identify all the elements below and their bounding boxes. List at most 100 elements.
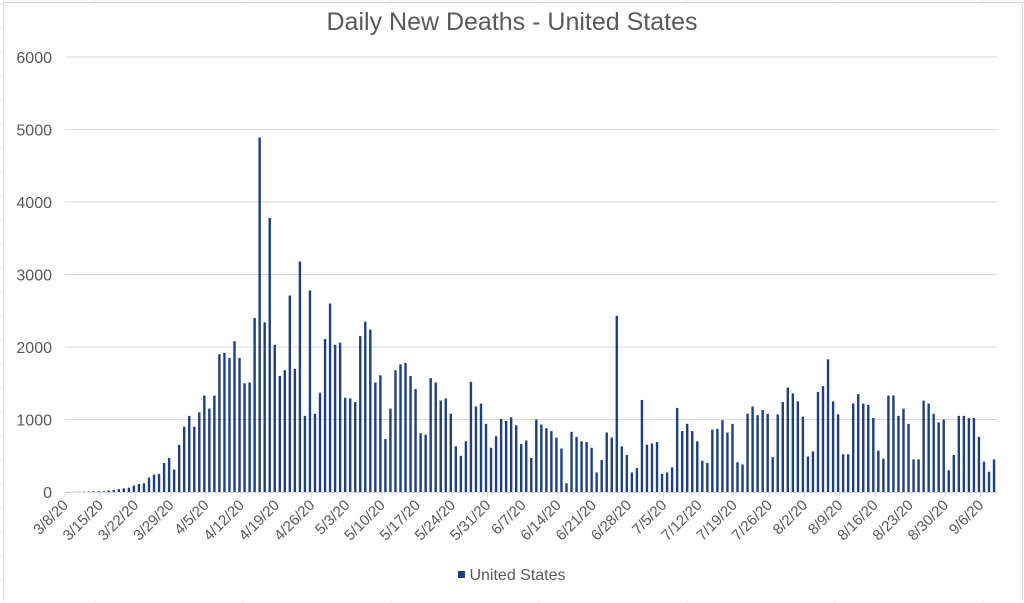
- bar[interactable]: [218, 354, 221, 492]
- bar[interactable]: [836, 414, 840, 492]
- bar[interactable]: [530, 457, 533, 492]
- bar[interactable]: [545, 428, 548, 492]
- bar[interactable]: [343, 397, 347, 492]
- bar[interactable]: [238, 357, 241, 492]
- bar[interactable]: [922, 400, 925, 492]
- bar[interactable]: [384, 439, 387, 492]
- bar[interactable]: [439, 400, 442, 492]
- bar[interactable]: [188, 415, 191, 492]
- bar[interactable]: [786, 387, 790, 492]
- bar[interactable]: [177, 444, 181, 492]
- bar[interactable]: [645, 444, 649, 492]
- bar[interactable]: [323, 339, 327, 492]
- bar[interactable]: [283, 370, 287, 492]
- bar[interactable]: [902, 408, 905, 492]
- bar[interactable]: [872, 418, 875, 492]
- bar[interactable]: [379, 375, 382, 492]
- bar[interactable]: [268, 217, 271, 492]
- bar[interactable]: [751, 406, 754, 492]
- bar[interactable]: [223, 352, 226, 492]
- bar[interactable]: [575, 436, 578, 492]
- bar[interactable]: [736, 462, 739, 492]
- bar[interactable]: [303, 415, 307, 492]
- bar[interactable]: [454, 446, 458, 492]
- bar[interactable]: [535, 419, 538, 493]
- bar[interactable]: [389, 408, 392, 492]
- bar[interactable]: [479, 403, 483, 492]
- bar[interactable]: [248, 382, 251, 492]
- bar[interactable]: [434, 382, 437, 492]
- bar[interactable]: [696, 441, 699, 492]
- bar[interactable]: [198, 412, 201, 492]
- bar[interactable]: [711, 429, 714, 492]
- bar[interactable]: [716, 428, 719, 492]
- bar[interactable]: [399, 364, 402, 492]
- bar[interactable]: [122, 488, 126, 492]
- bar[interactable]: [781, 402, 784, 492]
- bar[interactable]: [203, 395, 206, 492]
- bar[interactable]: [595, 472, 598, 492]
- bar[interactable]: [977, 436, 981, 492]
- bar[interactable]: [338, 342, 342, 492]
- bar[interactable]: [675, 407, 679, 492]
- bar[interactable]: [374, 382, 377, 492]
- bar[interactable]: [972, 418, 976, 492]
- bar[interactable]: [489, 447, 493, 492]
- bar[interactable]: [756, 415, 759, 492]
- bar[interactable]: [821, 386, 825, 492]
- bar[interactable]: [313, 413, 317, 492]
- bar[interactable]: [776, 414, 779, 492]
- bar[interactable]: [117, 489, 121, 492]
- bar[interactable]: [499, 418, 503, 492]
- bar[interactable]: [288, 295, 292, 492]
- bar[interactable]: [992, 459, 996, 492]
- bar[interactable]: [364, 321, 367, 492]
- bar[interactable]: [665, 472, 669, 492]
- bar[interactable]: [615, 315, 618, 492]
- bar[interactable]: [157, 473, 161, 492]
- bar[interactable]: [540, 424, 543, 492]
- bar[interactable]: [409, 376, 412, 492]
- bar[interactable]: [504, 420, 508, 492]
- bar[interactable]: [293, 368, 297, 492]
- bar[interactable]: [967, 418, 971, 492]
- bar[interactable]: [258, 137, 261, 492]
- bar[interactable]: [162, 463, 166, 492]
- bar[interactable]: [600, 460, 603, 492]
- bar[interactable]: [826, 359, 830, 492]
- bar[interactable]: [610, 437, 613, 492]
- bar[interactable]: [459, 455, 463, 492]
- bar[interactable]: [806, 456, 810, 492]
- bar[interactable]: [429, 378, 432, 492]
- bar[interactable]: [726, 432, 729, 492]
- bar[interactable]: [318, 392, 322, 492]
- bar[interactable]: [630, 472, 634, 492]
- bar[interactable]: [570, 431, 573, 492]
- bar[interactable]: [102, 491, 105, 492]
- bar[interactable]: [655, 441, 659, 492]
- bar[interactable]: [464, 441, 468, 492]
- bar[interactable]: [927, 403, 930, 492]
- bar[interactable]: [686, 423, 689, 492]
- bar[interactable]: [801, 416, 805, 492]
- bar[interactable]: [208, 408, 211, 492]
- bar[interactable]: [741, 464, 744, 492]
- bar[interactable]: [560, 448, 563, 493]
- bar[interactable]: [982, 461, 986, 492]
- bar[interactable]: [82, 491, 85, 493]
- bar[interactable]: [97, 491, 100, 492]
- bar[interactable]: [550, 431, 553, 492]
- bar[interactable]: [359, 336, 362, 492]
- bar[interactable]: [298, 261, 302, 492]
- bar[interactable]: [635, 468, 639, 492]
- bar[interactable]: [308, 290, 312, 492]
- bar[interactable]: [585, 441, 588, 492]
- bar[interactable]: [640, 399, 644, 492]
- bar[interactable]: [851, 403, 855, 492]
- bar[interactable]: [620, 446, 624, 492]
- bar[interactable]: [328, 303, 332, 493]
- bar[interactable]: [469, 381, 473, 492]
- bar[interactable]: [932, 413, 935, 492]
- bar[interactable]: [228, 357, 231, 492]
- bar[interactable]: [525, 440, 528, 492]
